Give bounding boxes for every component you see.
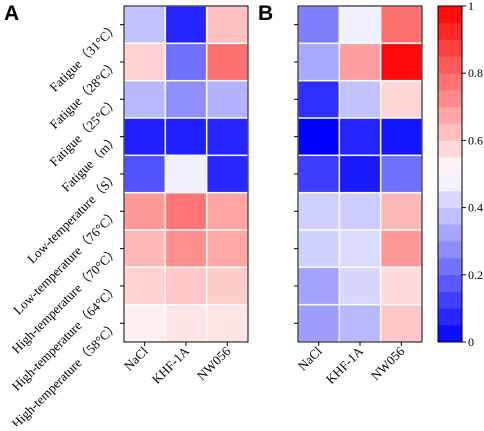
heatmap-cell [166, 230, 206, 267]
heatmap-cell [207, 118, 248, 155]
heatmap-cell [340, 118, 380, 155]
heatmap-cell [124, 81, 165, 118]
heatmap-cell [207, 81, 248, 118]
colorbar-segment [438, 140, 462, 158]
heatmap-cell [340, 268, 380, 304]
heatmap-cell [124, 6, 165, 43]
heatmap-cell [166, 118, 206, 155]
heatmap-cell [298, 6, 339, 43]
panel-label: B [258, 2, 273, 25]
heatmap-cell [207, 6, 248, 43]
colorbar-segment [438, 39, 462, 57]
heatmap-cell [298, 305, 339, 342]
heatmap-cell [207, 268, 248, 304]
colorbar-tick-label: 0 [468, 335, 474, 349]
heatmap-cell [207, 305, 248, 342]
heatmap-cell [298, 44, 339, 80]
colorbar-tick-label: 0.4 [468, 201, 483, 215]
heatmap-cell [381, 156, 422, 192]
colorbar-segment [438, 123, 462, 141]
heatmap-cell [340, 81, 380, 118]
heatmap-cell [340, 305, 380, 342]
column-label: NaCl [295, 343, 325, 373]
heatmap-cell [340, 156, 380, 192]
heatmap-cell [381, 6, 422, 43]
colorbar-tick-label: 0.2 [468, 268, 483, 282]
heatmap-cell [381, 230, 422, 267]
heatmap-cell [124, 156, 165, 192]
column-label: KHF-1A [149, 343, 193, 387]
colorbar-segment [438, 291, 462, 309]
heatmap-cell [124, 268, 165, 304]
colorbar-tick-label: 1 [468, 0, 474, 13]
heatmap-cell [340, 230, 380, 267]
heatmap-cell [124, 193, 165, 230]
colorbar-tick-label: 0.6 [468, 133, 483, 147]
colorbar-segment [438, 258, 462, 276]
heatmap-cell [124, 118, 165, 155]
heatmap-cell [166, 81, 206, 118]
colorbar-tick-label: 0.8 [468, 66, 483, 80]
colorbar-segment [438, 308, 462, 326]
colorbar-segment [438, 224, 462, 242]
heatmap-cell [298, 156, 339, 192]
heatmap-cell [298, 81, 339, 118]
heatmap-cell [298, 230, 339, 267]
colorbar-frame [437, 5, 463, 343]
heatmap-cell [166, 193, 206, 230]
colorbar-segment [438, 174, 462, 192]
heatmap-cell [124, 44, 165, 80]
column-label: NaCl [121, 343, 151, 373]
heatmap-cell [381, 305, 422, 342]
heatmap-cell [207, 193, 248, 230]
heatmap-cell [166, 268, 206, 304]
heatmap-cell [298, 118, 339, 155]
colorbar-segment [438, 6, 462, 24]
heatmap-cell [381, 81, 422, 118]
heatmap-cell [207, 156, 248, 192]
heatmap-cell [340, 44, 380, 80]
heatmap-cell [381, 193, 422, 230]
heatmap-cell [340, 6, 380, 43]
colorbar-segment [438, 207, 462, 225]
heatmap-cell [298, 193, 339, 230]
heatmap-cell [381, 44, 422, 80]
column-label: NW056 [194, 343, 234, 383]
colorbar-segment [438, 190, 462, 208]
heatmap-cell [124, 230, 165, 267]
colorbar-segment [438, 325, 462, 343]
colorbar-segment [438, 56, 462, 74]
heatmap-cell [166, 156, 206, 192]
column-label: KHF-1A [323, 343, 367, 387]
colorbar-segment [438, 106, 462, 124]
colorbar-segment [438, 90, 462, 108]
column-label: NW056 [368, 343, 408, 383]
heatmap-cell [166, 6, 206, 43]
panel-label: A [4, 2, 19, 25]
colorbar-segment [438, 157, 462, 175]
heatmap-cell [207, 230, 248, 267]
heatmap-cell [340, 193, 380, 230]
heatmap-cell [124, 305, 165, 342]
heatmap-cell [166, 305, 206, 342]
heatmap-cell [381, 268, 422, 304]
colorbar-segment [438, 274, 462, 292]
colorbar-segment [438, 73, 462, 91]
colorbar-segment [438, 241, 462, 259]
colorbar-segment [438, 22, 462, 40]
heatmap-cell [298, 268, 339, 304]
heatmap-cell [166, 44, 206, 80]
heatmap-cell [381, 118, 422, 155]
heatmap-cell [207, 44, 248, 80]
